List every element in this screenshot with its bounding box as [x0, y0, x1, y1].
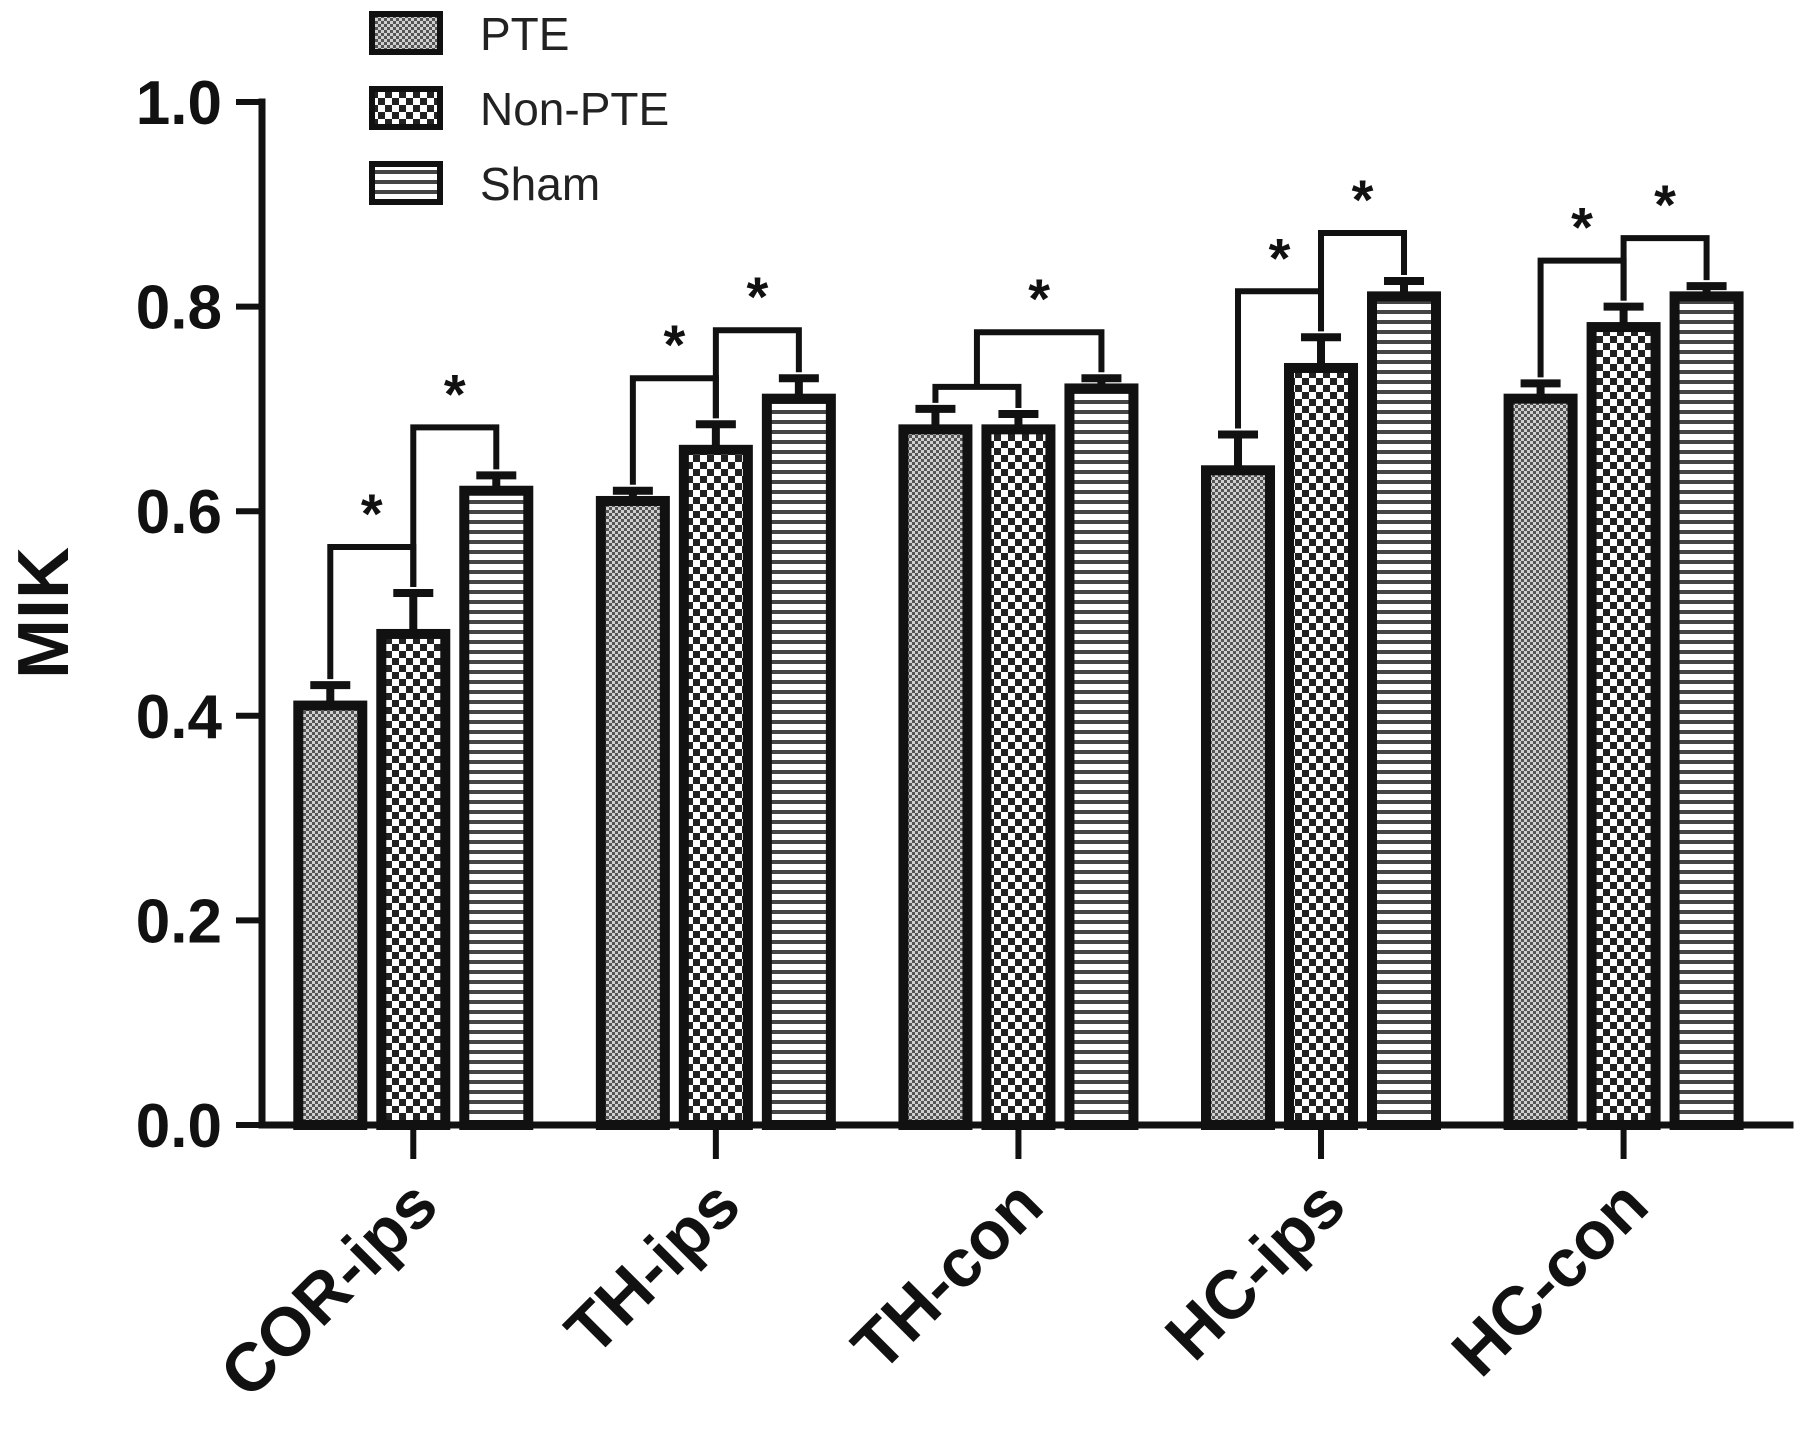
- significance-star: *: [663, 313, 685, 376]
- bar-sham-th-con: [1064, 383, 1139, 1130]
- significance-star: *: [746, 265, 768, 328]
- y-tick-label: 0.2: [136, 887, 222, 956]
- y-tick-label: 0.6: [136, 478, 222, 547]
- significance-brackets: * * * * * * * * *: [327, 168, 1710, 680]
- bar-sham-hc-ips: [1367, 291, 1442, 1130]
- x-tick-label: TH-con: [838, 1166, 1057, 1385]
- legend-label: Sham: [480, 158, 600, 210]
- bar-pte-cor-ips: [293, 700, 368, 1130]
- legend-swatch-pte: [369, 11, 443, 55]
- x-tick-label: TH-ips: [551, 1166, 754, 1369]
- x-tick-label: COR-ips: [206, 1166, 452, 1412]
- significance-star: *: [1269, 226, 1291, 289]
- significance-bracket: [1620, 235, 1710, 301]
- bar-non-pte-hc-con: [1586, 322, 1661, 1130]
- legend-label: Non-PTE: [480, 83, 669, 135]
- significance-bracket: [712, 327, 802, 419]
- legend-label: PTE: [480, 8, 569, 60]
- significance-star: *: [1571, 196, 1593, 259]
- significance-bracket: [973, 329, 1105, 387]
- significance-bracket: [410, 424, 500, 588]
- bar-pte-hc-ips: [1201, 465, 1276, 1130]
- y-tick-label: 1.0: [136, 69, 222, 138]
- significance-sub-bracket: [932, 383, 1022, 409]
- x-tick-label: HC-con: [1437, 1166, 1662, 1391]
- significance-star: *: [1028, 267, 1050, 330]
- bar-sham-th-ips: [761, 393, 836, 1131]
- bar-non-pte-hc-ips: [1284, 362, 1359, 1131]
- significance-star: *: [444, 362, 466, 425]
- significance-star: *: [1352, 168, 1374, 231]
- bar-sham-hc-con: [1669, 291, 1744, 1130]
- y-axis-label: MIK: [4, 547, 84, 679]
- error-bars: [310, 277, 1727, 706]
- significance-star: *: [1654, 173, 1676, 236]
- bar-pte-th-con: [898, 424, 973, 1130]
- bar-pte-hc-con: [1503, 393, 1578, 1131]
- y-tick-label: 0.8: [136, 274, 222, 343]
- legend-swatch-sham: [369, 161, 443, 205]
- bars: [293, 291, 1744, 1131]
- bar-non-pte-cor-ips: [376, 628, 451, 1131]
- significance-bracket: [1318, 230, 1408, 332]
- x-tick-label: HC-ips: [1151, 1166, 1360, 1375]
- y-tick-label: 0.4: [136, 683, 223, 752]
- bar-pte-th-ips: [595, 495, 670, 1131]
- bar-non-pte-th-ips: [678, 444, 753, 1130]
- legend: PTE Non-PTE Sham: [369, 8, 669, 210]
- y-tick-label: 0.0: [136, 1092, 222, 1161]
- bar-non-pte-th-con: [981, 424, 1056, 1130]
- significance-star: *: [361, 482, 383, 545]
- legend-swatch-non-pte: [369, 86, 443, 130]
- bar-sham-cor-ips: [459, 485, 534, 1130]
